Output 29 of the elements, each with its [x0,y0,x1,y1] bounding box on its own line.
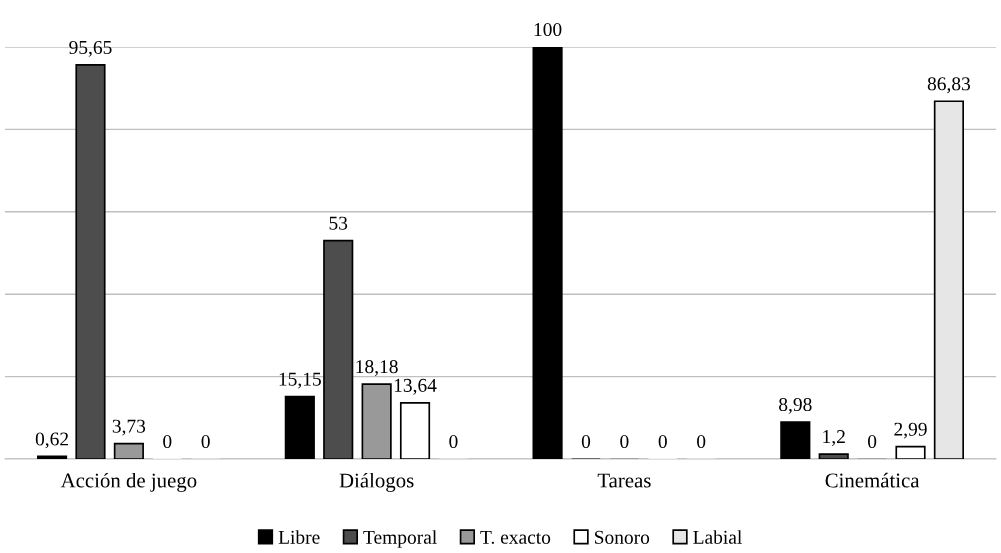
data-label: 18,18 [356,360,398,376]
data-label: 0,62 [35,432,69,449]
data-label: 0 [697,434,706,449]
data-label: 0 [449,434,458,449]
data-label: 8,98 [779,397,812,414]
data-label: 0 [658,434,667,449]
data-label: 0 [201,434,210,449]
data-label: 0 [868,434,877,449]
x-tick-label: Tareas [597,473,651,488]
data-label: 86,83 [927,77,971,94]
x-tick-label: Acción de juego [60,472,197,492]
data-label: 0 [163,434,172,449]
data-label: 0 [620,434,629,449]
data-label: 13,64 [394,378,437,395]
legend-label: Libre [278,530,320,544]
data-label: 0 [581,434,591,449]
x-tick-label: Cinemática [825,472,920,488]
data-label: 15,15 [279,372,321,389]
legend-label: Sonoro [595,530,650,544]
data-label: 1,2 [823,430,845,446]
legend-label: Labial [693,530,742,544]
data-label: 95,65 [69,40,112,57]
data-label: 2,99 [894,422,927,439]
legend-label: Temporal [363,530,437,548]
data-label: 3,73 [112,419,146,436]
legend-label: T. exacto [480,530,551,544]
data-label: 53 [329,216,348,230]
x-tick-label: Diálogos [339,472,414,492]
data-label: 100 [534,22,562,37]
